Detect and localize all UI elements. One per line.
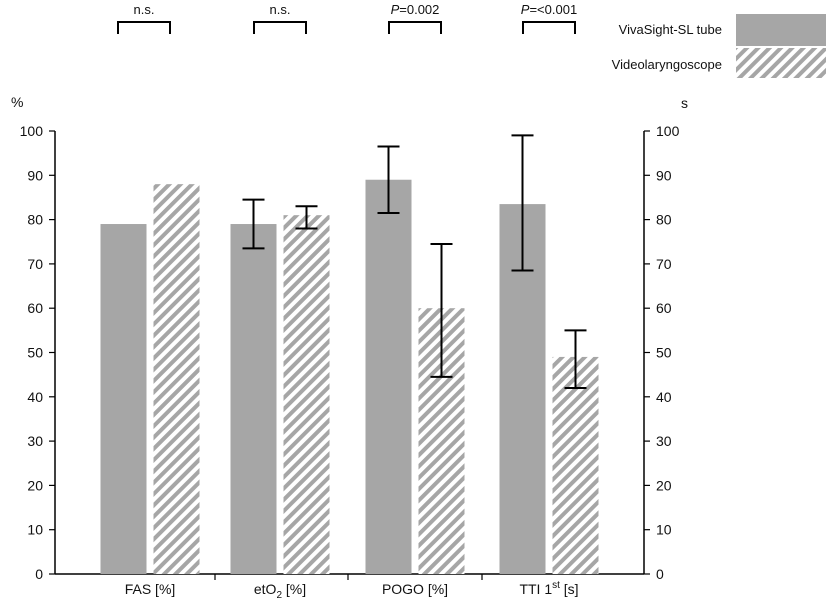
legend: VivaSight-SL tube Videolaryngoscope [612, 14, 826, 78]
right-tick-label: 70 [656, 256, 672, 272]
left-tick-label: 50 [27, 345, 43, 361]
left-tick-label: 100 [20, 123, 44, 139]
left-tick-label: 30 [27, 433, 43, 449]
right-tick-label: 90 [656, 167, 672, 183]
significance-label-2: n.s. [270, 2, 291, 17]
left-tick-label: 0 [35, 566, 43, 582]
left-unit-label: % [11, 94, 23, 110]
left-tick-label: 90 [27, 167, 43, 183]
legend-label-series-1: VivaSight-SL tube [619, 22, 722, 37]
bar-vivasight-3 [365, 179, 412, 575]
error-bar [242, 198, 265, 250]
right-tick-label: 80 [656, 212, 672, 228]
bar-vivasight-2 [230, 224, 277, 574]
error-bar [430, 242, 453, 378]
error-bar [564, 329, 587, 389]
right-tick-label: 30 [656, 433, 672, 449]
bracket-line [522, 21, 576, 34]
significance-label-3: P=0.002 [391, 2, 440, 17]
right-tick-label: 10 [656, 522, 672, 538]
left-tick-label: 60 [27, 300, 43, 316]
right-tick-label: 20 [656, 477, 672, 493]
left-tick-label: 80 [27, 212, 43, 228]
error-bar [511, 134, 534, 272]
legend-swatch-hatched [736, 48, 826, 78]
left-tick-label: 70 [27, 256, 43, 272]
category-label-2: etO2 [%] [254, 581, 306, 601]
bar-videolaryngoscope-2 [283, 215, 330, 575]
right-tick-label: 50 [656, 345, 672, 361]
category-label-4: TTI 1st [s] [519, 580, 578, 597]
significance-label-1: n.s. [134, 2, 155, 17]
right-tick-label: 60 [656, 300, 672, 316]
bracket-line [253, 21, 307, 34]
significance-label-4: P=<0.001 [521, 2, 577, 17]
bracket-line [117, 21, 171, 34]
category-label-3: POGO [%] [382, 581, 448, 597]
legend-swatch-solid [736, 14, 826, 46]
left-tick-label: 10 [27, 522, 43, 538]
right-unit-label: s [681, 95, 688, 111]
error-bar [295, 205, 318, 230]
significance-bracket-1: n.s. [117, 2, 171, 34]
category-label-1: FAS [%] [125, 581, 176, 597]
legend-label-series-2: Videolaryngoscope [612, 57, 722, 72]
left-tick-label: 40 [27, 389, 43, 405]
error-bar [377, 145, 400, 214]
right-tick-label: 40 [656, 389, 672, 405]
bracket-line [388, 21, 442, 34]
left-tick-label: 20 [27, 477, 43, 493]
bar-videolaryngoscope-1 [153, 184, 200, 574]
bar-vivasight-1 [100, 224, 147, 574]
significance-bracket-4: P=<0.001 [521, 2, 577, 34]
significance-bracket-2: n.s. [253, 2, 307, 34]
significance-bracket-3: P=0.002 [388, 2, 442, 34]
right-tick-label: 100 [656, 123, 680, 139]
bar-videolaryngoscope-4 [552, 356, 599, 574]
right-tick-label: 0 [656, 566, 664, 582]
